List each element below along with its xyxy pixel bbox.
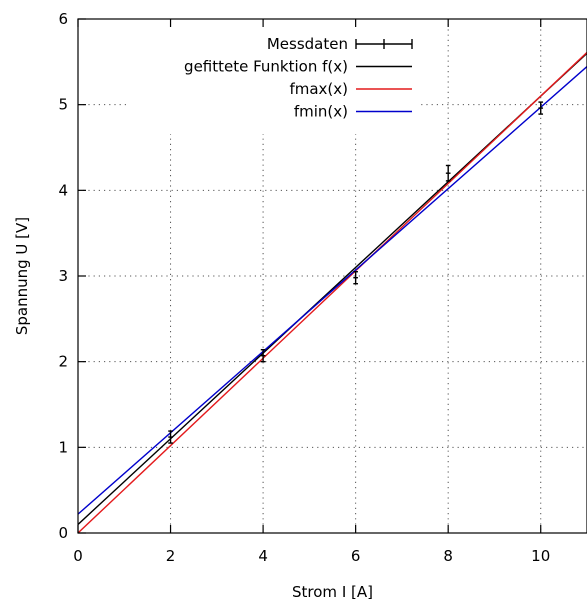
grid: [78, 19, 587, 533]
legend-label: fmax(x): [289, 80, 348, 98]
data-point: [260, 348, 266, 363]
y-tick-label: 3: [58, 267, 68, 285]
x-axis-label: Strom I [A]: [292, 583, 373, 601]
error-bars: [168, 101, 544, 444]
data-point: [353, 271, 358, 285]
legend-label: fmin(x): [294, 103, 348, 121]
data-point: [168, 430, 173, 444]
x-tick-label: 2: [166, 547, 176, 565]
data-point: [445, 164, 451, 182]
series-lines: [78, 51, 587, 533]
legend-entry: fmax(x): [289, 80, 412, 98]
legend-label: Messdaten: [267, 35, 348, 53]
x-tick-label: 0: [73, 547, 83, 565]
y-tick-label: 4: [58, 181, 68, 199]
y-tick-label: 5: [58, 96, 68, 114]
legend-entry: fmin(x): [294, 103, 412, 121]
data-point: [538, 101, 544, 115]
axis-ticks: 0 2 4 6 8 10 0 1 2 3 4 5 6: [58, 10, 550, 565]
series-line-2: [78, 51, 587, 533]
x-tick-label: 8: [443, 547, 453, 565]
legend-entry: Messdaten: [267, 35, 413, 53]
y-tick-label: 1: [58, 438, 68, 456]
y-tick-label: 2: [58, 353, 68, 371]
legend-label: gefittete Funktion f(x): [184, 58, 348, 76]
y-tick-label: 6: [58, 10, 68, 28]
x-tick-label: 6: [351, 547, 361, 565]
y-tick-label: 0: [58, 524, 68, 542]
legend-background: [130, 22, 418, 134]
legend: Messdaten gefittete Funktion f(x) fmax(x) f…: [184, 35, 413, 121]
x-tick-label: 10: [531, 547, 550, 565]
legend-entry: gefittete Funktion f(x): [184, 58, 412, 76]
y-axis-label: Spannung U [V]: [13, 217, 31, 335]
x-tick-label: 4: [258, 547, 268, 565]
series-line-3: [78, 66, 587, 515]
